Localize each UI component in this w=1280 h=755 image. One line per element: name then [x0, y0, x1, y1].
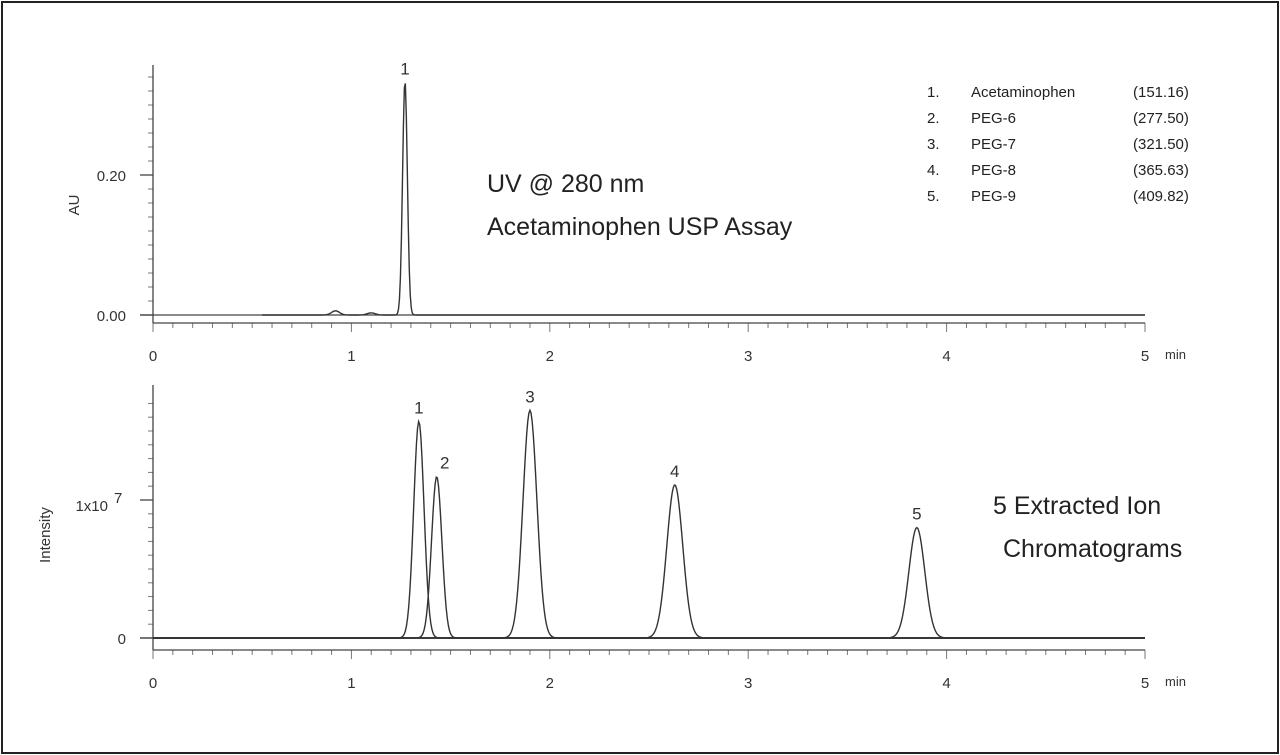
- legend-number: 5.: [927, 188, 940, 205]
- eic-y-tick-exponent: 7: [114, 490, 122, 507]
- legend-mass: (277.50): [1133, 110, 1189, 127]
- eic-traces: [153, 408, 1145, 639]
- eic-x-tick-labels: 0 1 2 3 4 5: [149, 675, 1149, 692]
- uv-y-tick-labels: 0.00 0.20: [97, 168, 153, 325]
- uv-annotation-line-2: Acetaminophen USP Assay: [487, 213, 793, 241]
- legend-number: 3.: [927, 136, 940, 153]
- legend-number: 2.: [927, 110, 940, 127]
- eic-x-tick-label: 5: [1141, 675, 1149, 692]
- eic-x-tick-label: 2: [546, 675, 554, 692]
- eic-annotation-line-2: Chromatograms: [1003, 535, 1182, 563]
- uv-trace-line: [262, 83, 1145, 316]
- uv-x-tick-label: 1: [347, 348, 355, 365]
- uv-minor-ticks: [148, 76, 1146, 332]
- uv-peak-labels: 1: [400, 60, 409, 79]
- legend-compound: PEG-6: [971, 110, 1016, 127]
- uv-chromatogram-panel: 0 1 2 3 4 5 min 0.00 0.20 AU 1 UV @ 280 nm Ace…: [66, 60, 1189, 366]
- legend-mass: (321.50): [1133, 136, 1189, 153]
- uv-x-tick-label: 4: [942, 348, 950, 365]
- legend-mass: (409.82): [1133, 188, 1189, 205]
- eic-y-tick-label: 1x10: [75, 498, 108, 515]
- uv-x-unit-label: min: [1165, 347, 1186, 362]
- uv-x-tick-label: 0: [149, 348, 157, 365]
- legend-mass: (151.16): [1133, 84, 1189, 101]
- eic-y-tick-labels: 0 1x10 7: [75, 490, 153, 648]
- uv-x-tick-label: 3: [744, 348, 752, 365]
- eic-peak-label: 1: [414, 398, 423, 417]
- legend-compound: PEG-7: [971, 136, 1016, 153]
- eic-y-tick-label: 0: [118, 631, 126, 648]
- eic-x-tick-label: 0: [149, 675, 157, 692]
- eic-x-unit-label: min: [1165, 674, 1186, 689]
- uv-x-tick-label: 2: [546, 348, 554, 365]
- eic-peak-labels: 1 2 3 4 5: [414, 387, 921, 523]
- eic-x-tick-label: 1: [347, 675, 355, 692]
- legend-compound: PEG-9: [971, 188, 1016, 205]
- legend-mass: (365.63): [1133, 162, 1189, 179]
- eic-peak-label: 5: [912, 505, 921, 524]
- eic-minor-ticks: [148, 402, 1146, 659]
- uv-annotation-line-1: UV @ 280 nm: [487, 170, 644, 198]
- uv-x-tick-label: 5: [1141, 348, 1149, 365]
- eic-trace-peak-5: [153, 526, 1145, 639]
- eic-peak-label: 2: [440, 454, 449, 473]
- eic-peak-label: 4: [670, 462, 679, 481]
- eic-x-tick-label: 3: [744, 675, 752, 692]
- compound-legend: 1. Acetaminophen (151.16) 2. PEG-6 (277.50) 3.…: [927, 84, 1189, 205]
- uv-y-tick-label: 0.20: [97, 168, 126, 185]
- eic-annotation-line-1: 5 Extracted Ion: [993, 492, 1161, 520]
- uv-peak-label: 1: [400, 60, 409, 79]
- eic-peak-label: 3: [525, 387, 534, 406]
- legend-number: 1.: [927, 84, 940, 101]
- eic-x-tick-label: 4: [942, 675, 950, 692]
- uv-x-tick-labels: 0 1 2 3 4 5: [149, 348, 1149, 365]
- uv-y-tick-label: 0.00: [97, 308, 126, 325]
- legend-compound: Acetaminophen: [971, 84, 1075, 101]
- eic-chromatogram-panel: 0 1 2 3 4 5 min 0 1x10 7 Intensity 1 2 3 4 5 5 Extr…: [37, 385, 1186, 692]
- eic-y-axis-label: Intensity: [37, 507, 54, 563]
- uv-y-axis-label: AU: [66, 195, 83, 216]
- legend-compound: PEG-8: [971, 162, 1016, 179]
- legend-number: 4.: [927, 162, 940, 179]
